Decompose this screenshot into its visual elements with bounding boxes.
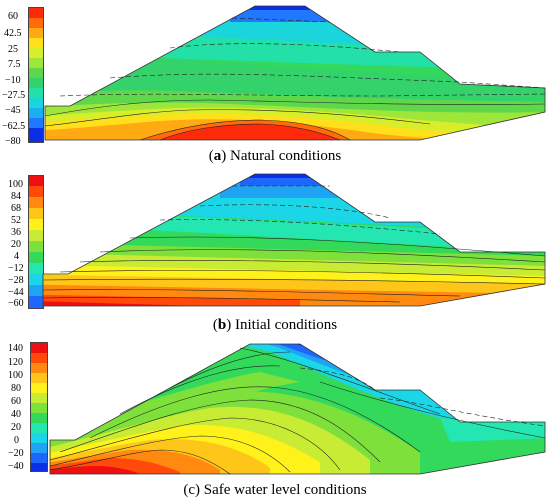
caption-b: (b) Initial conditions <box>0 317 550 334</box>
caption-a-letter: a <box>213 148 222 164</box>
caption-a: (a) Natural conditions <box>0 148 550 165</box>
legend-b-tick-3: 52 <box>11 215 21 226</box>
legend-c-tick-9: −40 <box>8 461 24 472</box>
colorbar-b-gradient <box>29 176 43 308</box>
legend-b-tick-5: 20 <box>11 239 21 250</box>
dam-contour-b <box>42 173 546 307</box>
legend-c-tick-2: 100 <box>8 370 23 381</box>
legend-a-tick-0: 60 <box>8 11 18 22</box>
caption-b-letter: b <box>217 317 227 333</box>
legend-a-tick-1: 42.5 <box>4 28 22 39</box>
dam-contour-c <box>49 343 546 475</box>
legend-c-tick-6: 20 <box>11 422 21 433</box>
caption-c: (c) Safe water level conditions <box>0 482 550 499</box>
legend-c-tick-8: −20 <box>8 448 24 459</box>
dam-contour-a <box>44 5 546 141</box>
caption-c-text: (c) Safe water level conditions <box>183 482 367 498</box>
legend-b-tick-4: 36 <box>11 227 21 238</box>
legend-c-tick-5: 40 <box>11 409 21 420</box>
panel-natural-conditions: 60 42.5 25 7.5 −10 −27.5 −45 −62.5 −80 <box>0 0 550 172</box>
colorbar-b <box>28 175 44 309</box>
legend-b-tick-0: 100 <box>8 179 23 190</box>
legend-c-tick-7: 0 <box>14 435 19 446</box>
legend-a-tick-6: −45 <box>5 105 21 116</box>
legend-a-tick-8: −80 <box>5 136 21 147</box>
caption-b-prefix: ( <box>212 317 218 333</box>
legend-b-tick-8: −28 <box>8 275 24 286</box>
colorbar-c-gradient <box>31 343 47 471</box>
caption-a-text: ) Natural conditions <box>221 148 342 164</box>
colorbar-a-gradient <box>29 8 43 142</box>
legend-c-tick-3: 80 <box>11 383 21 394</box>
panel-initial-conditions: 100 84 68 52 36 20 4 −12 −28 −44 −60 <box>0 172 550 342</box>
legend-c-tick-0: 140 <box>8 343 23 354</box>
legend-b-tick-1: 84 <box>11 191 21 202</box>
legend-a-tick-2: 25 <box>8 44 18 55</box>
legend-b-tick-6: 4 <box>14 251 19 262</box>
legend-a-tick-3: 7.5 <box>8 59 21 70</box>
legend-b-tick-7: −12 <box>8 263 24 274</box>
legend-b-tick-10: −60 <box>8 298 24 309</box>
colorbar-c <box>30 342 48 472</box>
legend-a-tick-7: −62.5 <box>2 121 26 132</box>
legend-c-tick-4: 60 <box>11 396 21 407</box>
colorbar-a <box>28 7 44 143</box>
legend-a-tick-5: −27.5 <box>2 90 26 101</box>
legend-c-tick-1: 120 <box>8 357 23 368</box>
caption-b-text: ) Initial conditions <box>226 317 338 333</box>
legend-b-tick-2: 68 <box>11 203 21 214</box>
panel-safe-water-level: 140 120 100 80 60 40 20 0 −20 −40 <box>0 342 550 502</box>
caption-a-prefix: ( <box>208 148 214 164</box>
legend-b-tick-9: −44 <box>8 287 24 298</box>
legend-a-tick-4: −10 <box>5 75 21 86</box>
